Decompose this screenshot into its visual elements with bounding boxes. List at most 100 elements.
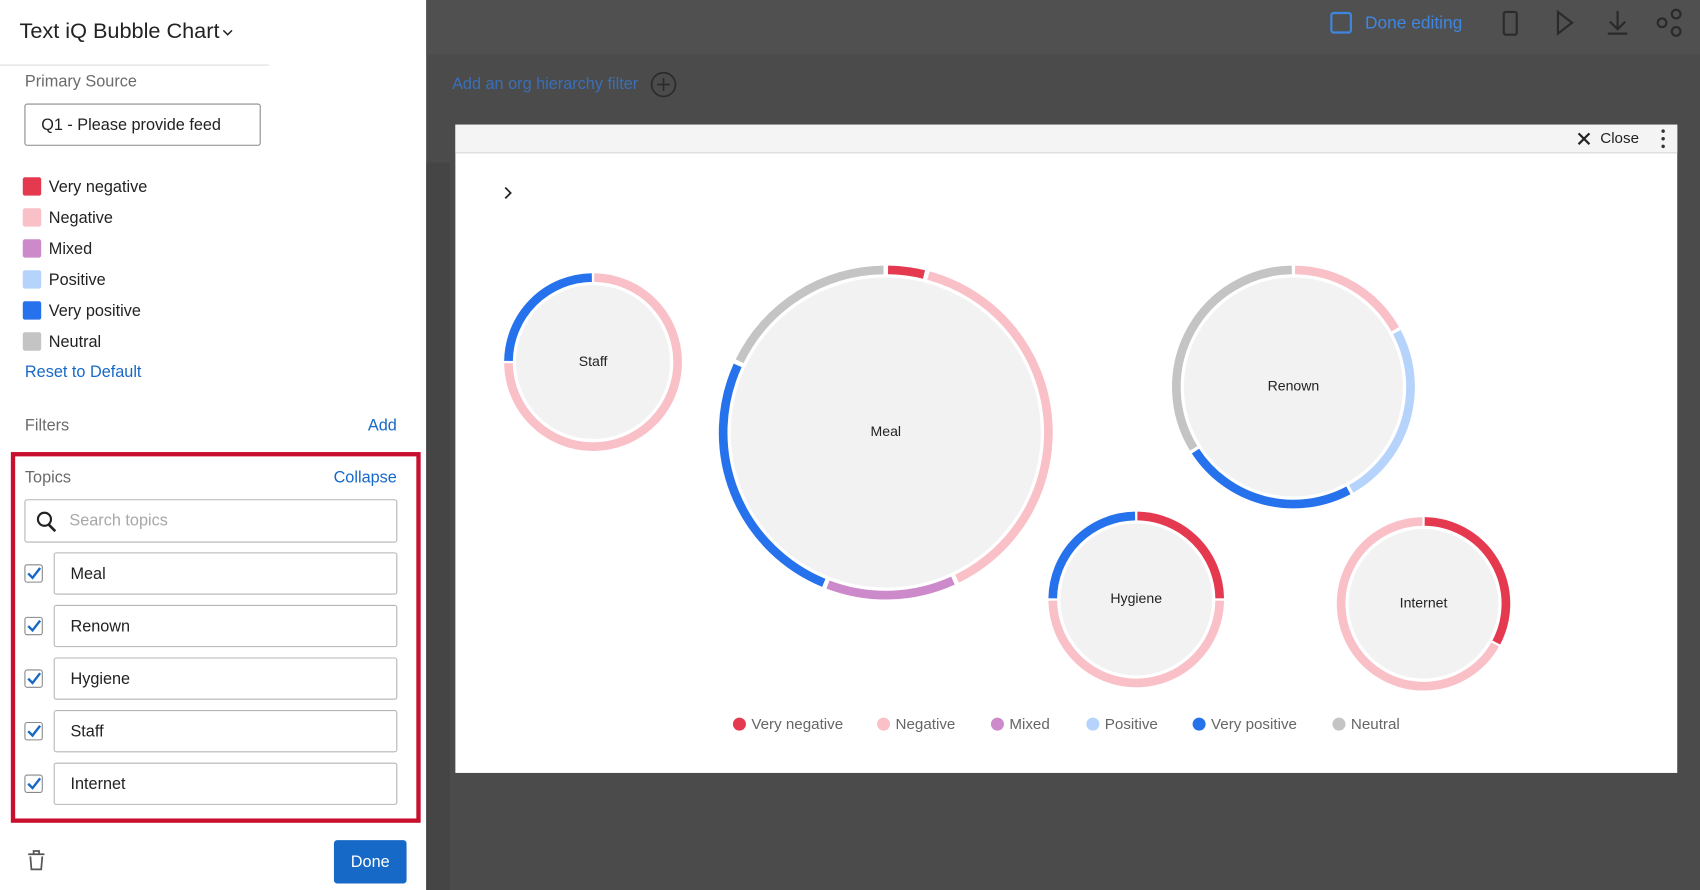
sentiment-label: Neutral [49, 333, 101, 351]
ring-segment [826, 576, 955, 600]
legend-item[interactable]: Very negative [732, 716, 843, 733]
checkmark [27, 777, 42, 790]
delete-icon[interactable] [28, 850, 45, 871]
bubble-core [730, 277, 1041, 588]
legend-item[interactable]: Mixed [990, 716, 1050, 733]
ring-segment [735, 265, 884, 364]
modal-header [455, 124, 1678, 153]
ring-segment [1336, 517, 1499, 691]
done-editing-label: Done editing [1365, 12, 1462, 32]
done-editing-button[interactable]: Done editing [1330, 11, 1462, 34]
legend: Very negative Negative Mixed Positive Very p… [732, 716, 1400, 733]
download-icon[interactable] [1607, 10, 1628, 35]
done-button[interactable] [333, 840, 407, 884]
close-icon [1577, 132, 1591, 145]
edit-icon [1330, 11, 1352, 34]
source-dropdown[interactable] [24, 103, 261, 146]
legend-label: Positive [1105, 716, 1158, 733]
legend-item[interactable]: Very positive [1192, 716, 1297, 733]
sentiment-swatch[interactable] [22, 239, 42, 258]
mobile-icon[interactable] [1502, 10, 1518, 36]
close-button[interactable]: Close [1577, 130, 1639, 147]
legend-swatch [1192, 717, 1206, 731]
modal [455, 124, 1678, 773]
checkmark [27, 619, 42, 633]
search-icon [36, 511, 53, 527]
checkmark [27, 725, 42, 738]
bubble[interactable]: Meal [718, 265, 1053, 600]
expand-arrow[interactable] [504, 186, 512, 199]
ring-segment [504, 273, 592, 362]
ring-segment [1048, 600, 1225, 688]
checkbox[interactable] [24, 669, 43, 688]
sentiment-label: Positive [49, 271, 106, 289]
sentiment-swatch[interactable] [22, 332, 42, 351]
legend-label: Negative [896, 716, 956, 733]
source-value: Q1 - Please provide feed [41, 116, 221, 134]
topic-field[interactable] [53, 762, 398, 805]
caret [222, 29, 233, 36]
bubble-label: Hygiene [1110, 590, 1162, 606]
legend-item[interactable]: Negative [877, 716, 955, 733]
sentiment-swatch[interactable] [22, 177, 42, 196]
legend-item[interactable]: Neutral [1332, 716, 1400, 733]
bubble[interactable]: Internet [1336, 517, 1511, 691]
bubble-core [1348, 529, 1499, 679]
legend-swatch [990, 717, 1004, 731]
legend-label: Very positive [1211, 716, 1297, 733]
legend-swatch [877, 717, 891, 731]
bubble[interactable]: Hygiene [1048, 511, 1225, 688]
more-menu[interactable] [1661, 129, 1665, 149]
search-placeholder: Search topics [69, 512, 167, 530]
ring-segment [1294, 265, 1400, 332]
sentiment-swatch[interactable] [22, 301, 42, 320]
ring-segment [504, 273, 682, 451]
ring-segment [1172, 265, 1292, 451]
org-filter-link[interactable]: Add an org hierarchy filter [452, 75, 639, 93]
topic-field[interactable] [53, 710, 398, 753]
backdrop-edge [426, 162, 450, 890]
widget-title[interactable]: Text iQ Bubble Chart [20, 18, 220, 43]
checkmark [27, 672, 42, 685]
topic-field[interactable] [53, 657, 398, 700]
search-box[interactable] [24, 499, 398, 543]
ring-segment [927, 271, 1053, 583]
checkbox[interactable] [24, 564, 43, 583]
share-icon[interactable] [1656, 8, 1682, 37]
highlight-box [10, 452, 421, 823]
bubble[interactable]: Renown [1172, 265, 1415, 509]
bubble[interactable]: Staff [504, 273, 682, 451]
add-filter-icon[interactable] [650, 71, 677, 98]
sentiment-label: Negative [49, 209, 113, 227]
topic-field[interactable] [53, 604, 398, 648]
sentiment-label: Very positive [49, 302, 141, 320]
sentiment-swatch[interactable] [22, 208, 42, 227]
legend-item[interactable]: Positive [1086, 716, 1158, 733]
search-icon-handle [47, 523, 57, 533]
checkmark [27, 567, 42, 580]
sentiment-label: Mixed [49, 240, 92, 258]
topic-name: Renown [70, 617, 130, 635]
topic-name: Staff [70, 723, 104, 741]
collapse-link[interactable]: Collapse [334, 468, 397, 486]
primary-source-label: Primary Source [25, 73, 137, 91]
plus [657, 78, 671, 92]
bubble-chart: Staff Meal Renown Hygiene Internet [504, 265, 1511, 691]
bubble-label: Internet [1400, 595, 1448, 611]
preview-icon[interactable] [1556, 9, 1574, 36]
reset-link[interactable]: Reset to Default [25, 363, 142, 381]
bubble-label: Meal [871, 423, 902, 439]
topic-field[interactable] [53, 552, 398, 595]
topic-list: Meal Renown Hygiene Staff Internet [24, 552, 398, 805]
add-filter-link[interactable]: Add [368, 416, 397, 434]
bubble-label: Staff [579, 353, 608, 369]
checkbox[interactable] [24, 721, 43, 741]
bubble-core [516, 285, 671, 440]
ring-segment [718, 363, 826, 587]
sentiment-list: Very negative Negative Mixed Positive Very p… [22, 177, 147, 351]
sentiment-swatch[interactable] [22, 270, 42, 289]
checkbox[interactable] [24, 616, 43, 636]
sentiment-label: Very negative [49, 178, 147, 196]
checkbox[interactable] [24, 774, 43, 793]
